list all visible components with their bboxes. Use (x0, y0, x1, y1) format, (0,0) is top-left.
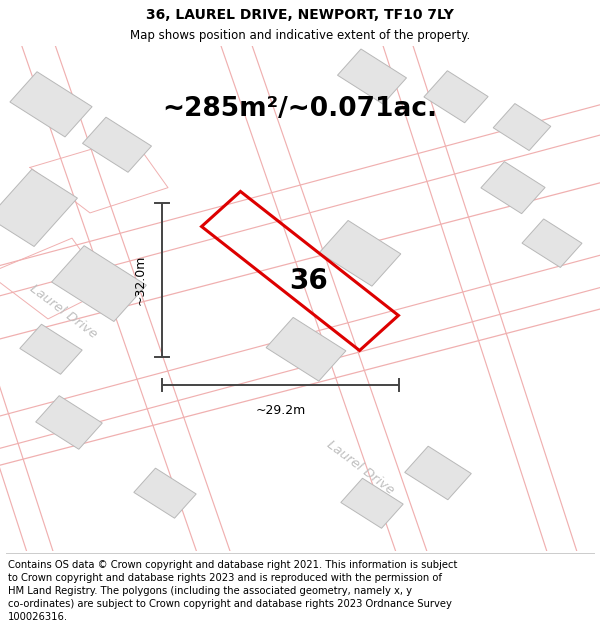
Text: HM Land Registry. The polygons (including the associated geometry, namely x, y: HM Land Registry. The polygons (includin… (8, 586, 412, 596)
Text: Laurel Drive: Laurel Drive (27, 282, 99, 341)
Text: ~32.0m: ~32.0m (134, 254, 147, 305)
Text: ~285m²/~0.071ac.: ~285m²/~0.071ac. (163, 96, 437, 122)
Text: 36, LAUREL DRIVE, NEWPORT, TF10 7LY: 36, LAUREL DRIVE, NEWPORT, TF10 7LY (146, 8, 454, 22)
Polygon shape (36, 396, 102, 449)
Polygon shape (341, 478, 403, 528)
Polygon shape (20, 324, 82, 374)
Polygon shape (338, 49, 406, 104)
Polygon shape (52, 246, 146, 321)
Polygon shape (83, 117, 151, 172)
Polygon shape (10, 72, 92, 137)
Polygon shape (481, 162, 545, 214)
Text: Laurel Drive: Laurel Drive (324, 438, 396, 498)
Polygon shape (405, 446, 471, 500)
Polygon shape (266, 318, 346, 381)
Polygon shape (134, 468, 196, 518)
Text: 100026316.: 100026316. (8, 612, 68, 622)
Text: co-ordinates) are subject to Crown copyright and database rights 2023 Ordnance S: co-ordinates) are subject to Crown copyr… (8, 599, 452, 609)
Polygon shape (522, 219, 582, 268)
Polygon shape (319, 221, 401, 286)
Text: 36: 36 (290, 267, 328, 295)
Polygon shape (424, 71, 488, 122)
Polygon shape (493, 104, 551, 151)
Text: Map shows position and indicative extent of the property.: Map shows position and indicative extent… (130, 29, 470, 42)
Text: ~29.2m: ~29.2m (256, 404, 305, 417)
Text: to Crown copyright and database rights 2023 and is reproduced with the permissio: to Crown copyright and database rights 2… (8, 573, 442, 583)
Text: Contains OS data © Crown copyright and database right 2021. This information is : Contains OS data © Crown copyright and d… (8, 560, 457, 570)
Polygon shape (0, 169, 77, 246)
